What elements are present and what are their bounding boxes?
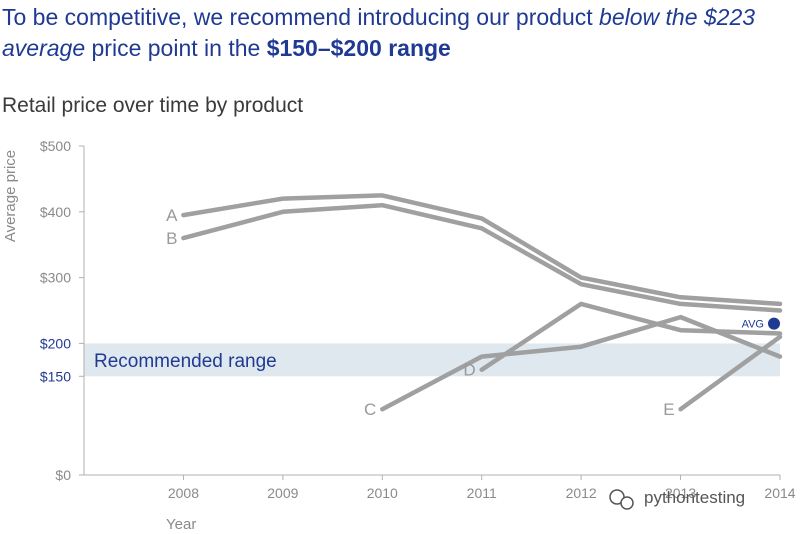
x-tick-label: 2009 xyxy=(267,485,298,501)
y-axis-ticks: $0 $150 $200 $300 $400 $500 xyxy=(40,138,84,483)
series-label-a: A xyxy=(166,206,178,225)
y-tick-label: $0 xyxy=(55,467,71,483)
chart-title: Retail price over time by product xyxy=(2,94,304,117)
average-marker-label: AVG xyxy=(742,319,764,331)
wechat-icon-bubble xyxy=(620,496,634,510)
watermark-text: pythontesting xyxy=(644,488,745,507)
x-tick-label: 2008 xyxy=(168,485,199,501)
average-marker xyxy=(768,317,780,330)
headline-part-1: To be competitive, we recommend introduc… xyxy=(2,4,600,30)
headline-part-4: $150–$200 range xyxy=(266,35,451,61)
y-tick-label: $400 xyxy=(40,204,71,220)
headline: To be competitive, we recommend introduc… xyxy=(2,2,792,64)
headline-part-2: below the $223 average xyxy=(2,4,756,61)
x-axis-title: Year xyxy=(166,516,196,533)
y-tick-label: $300 xyxy=(40,270,71,286)
x-tick-label: 2014 xyxy=(764,485,795,501)
series-line-b xyxy=(181,202,783,313)
x-axis-ticks: 2008 2009 2010 2011 2012 2013 2014 xyxy=(168,475,796,501)
recommended-range-band xyxy=(84,343,780,377)
y-tick-label: $200 xyxy=(40,335,71,351)
x-tick-label: 2010 xyxy=(367,485,398,501)
series-label-e: E xyxy=(663,400,674,419)
y-tick-label: $150 xyxy=(40,368,71,384)
series-line-e xyxy=(678,334,783,412)
watermark: pythontesting xyxy=(609,488,745,510)
recommended-range-label: Recommended range xyxy=(94,351,277,372)
series-line-a xyxy=(181,193,783,307)
y-axis-title: Average price xyxy=(2,150,19,242)
series-label-c: C xyxy=(364,400,376,419)
series-lines: AB C D E xyxy=(166,193,783,419)
x-tick-label: 2012 xyxy=(566,485,597,501)
series-label-d: D xyxy=(463,361,475,380)
x-tick-label: 2011 xyxy=(467,485,497,501)
y-tick-label: $500 xyxy=(40,138,71,154)
series-label-b: B xyxy=(166,229,177,248)
headline-part-3: price point in the xyxy=(85,35,267,61)
series-line-d xyxy=(479,301,783,372)
x-tick-label: 2013 xyxy=(665,485,696,501)
